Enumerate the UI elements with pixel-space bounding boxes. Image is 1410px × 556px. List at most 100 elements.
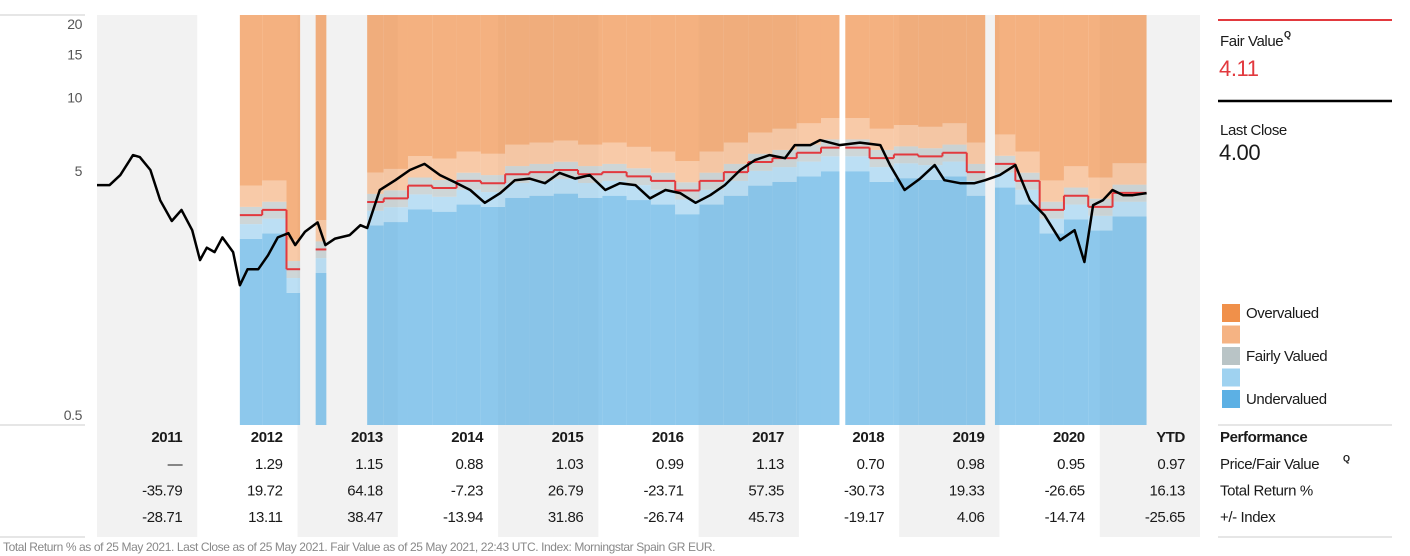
valuation-band [367, 172, 384, 194]
valuation-band [315, 272, 327, 425]
table-cell: 45.73 [748, 509, 784, 526]
y-tick-label: 0.5 [64, 407, 83, 423]
valuation-band [1015, 151, 1040, 173]
table-cell: -25.65 [1145, 509, 1185, 526]
row-label: +/- Index [1220, 509, 1276, 526]
valuation-band [650, 204, 676, 425]
last-close-label: Last Close [1220, 122, 1287, 139]
valuation-band [315, 15, 327, 221]
valuation-band [480, 192, 506, 207]
column-header: 2014 [451, 429, 484, 446]
valuation-band [286, 15, 301, 240]
valuation-band [1039, 15, 1064, 181]
legend-swatch [1222, 390, 1240, 408]
valuation-band [1088, 15, 1113, 178]
table-cell: 31.86 [548, 509, 584, 526]
table-cell: 0.70 [857, 456, 885, 473]
table-cell: 19.33 [949, 482, 985, 499]
table-cell: — [168, 456, 183, 473]
valuation-band [1112, 216, 1147, 425]
table-cell: 26.79 [548, 482, 584, 499]
valuation-band [480, 15, 506, 154]
valuation-band [553, 178, 579, 194]
column-header: 2015 [552, 429, 584, 446]
footnote: Total Return % as of 25 May 2021. Last C… [3, 540, 715, 554]
table-cell: 64.18 [347, 482, 383, 499]
valuation-band [578, 15, 603, 145]
valuation-band [796, 161, 821, 177]
valuation-band [869, 167, 894, 182]
valuation-band [675, 15, 700, 162]
legend-label: Fairly Valued [1246, 348, 1327, 365]
table-cell: 0.97 [1157, 456, 1185, 473]
valuation-band [262, 233, 287, 425]
table-cell: -13.94 [443, 509, 483, 526]
table-cell: -28.71 [142, 509, 182, 526]
table-cell: -30.73 [844, 482, 884, 499]
valuation-band [699, 15, 724, 152]
valuation-band [315, 258, 327, 273]
valuation-band [383, 222, 408, 425]
column-shade [97, 15, 198, 537]
price-line [97, 138, 1147, 287]
valuation-band [994, 187, 1016, 425]
valuation-band [796, 123, 821, 145]
quant-badge: Q [1343, 453, 1350, 463]
valuation-band [796, 176, 821, 425]
valuation-band [367, 225, 384, 425]
valuation-band [1063, 15, 1089, 167]
valuation-band [893, 15, 919, 126]
table-cell: 1.29 [255, 456, 283, 473]
valuation-band [602, 142, 627, 164]
row-label: Price/Fair Value [1220, 456, 1319, 473]
valuation-band [553, 15, 579, 141]
valuation-band [748, 185, 773, 425]
valuation-band [262, 180, 287, 202]
valuation-band [262, 15, 287, 181]
column-header: 2018 [852, 429, 884, 446]
legend-label: Overvalued [1246, 305, 1319, 322]
valuation-band [699, 151, 724, 173]
column-header: 2011 [151, 429, 182, 446]
valuation-band [994, 134, 1016, 156]
valuation-band [845, 171, 870, 425]
valuation-band [772, 15, 797, 129]
valuation-band [650, 151, 676, 173]
valuation-band [1039, 180, 1064, 202]
valuation-band [918, 126, 943, 149]
valuation-band [529, 142, 554, 164]
table-cell: 0.99 [656, 456, 684, 473]
valuation-band [1112, 201, 1147, 217]
valuation-band [748, 15, 773, 133]
column-header: YTD [1156, 429, 1185, 446]
valuation-band [942, 161, 967, 177]
fair-value-label: Fair Value [1220, 33, 1283, 50]
table-cell: 19.72 [247, 482, 283, 499]
column-header: 2013 [351, 429, 383, 446]
column-header: 2017 [752, 429, 784, 446]
column-header: 2019 [953, 429, 985, 446]
valuation-band [553, 193, 579, 425]
valuation-band [456, 151, 481, 173]
legend-swatch [1222, 347, 1240, 365]
table-cell: 0.95 [1057, 456, 1085, 473]
valuation-band [239, 15, 263, 186]
valuation-band [432, 211, 457, 425]
valuation-band [505, 182, 530, 198]
column-header: 2020 [1053, 429, 1085, 446]
valuation-band [529, 180, 554, 196]
valuation-band [286, 292, 301, 425]
valuation-band [966, 195, 986, 425]
valuation-band [286, 278, 301, 293]
legend-swatch [1222, 368, 1240, 387]
valuation-band [480, 153, 506, 176]
valuation-band [432, 15, 457, 159]
valuation-band [966, 15, 986, 143]
valuation-band [1063, 219, 1089, 425]
valuation-band [893, 125, 919, 147]
valuation-band [893, 178, 919, 425]
valuation-band [383, 15, 408, 169]
table-cell: 1.15 [355, 456, 383, 473]
valuation-band [845, 15, 870, 119]
